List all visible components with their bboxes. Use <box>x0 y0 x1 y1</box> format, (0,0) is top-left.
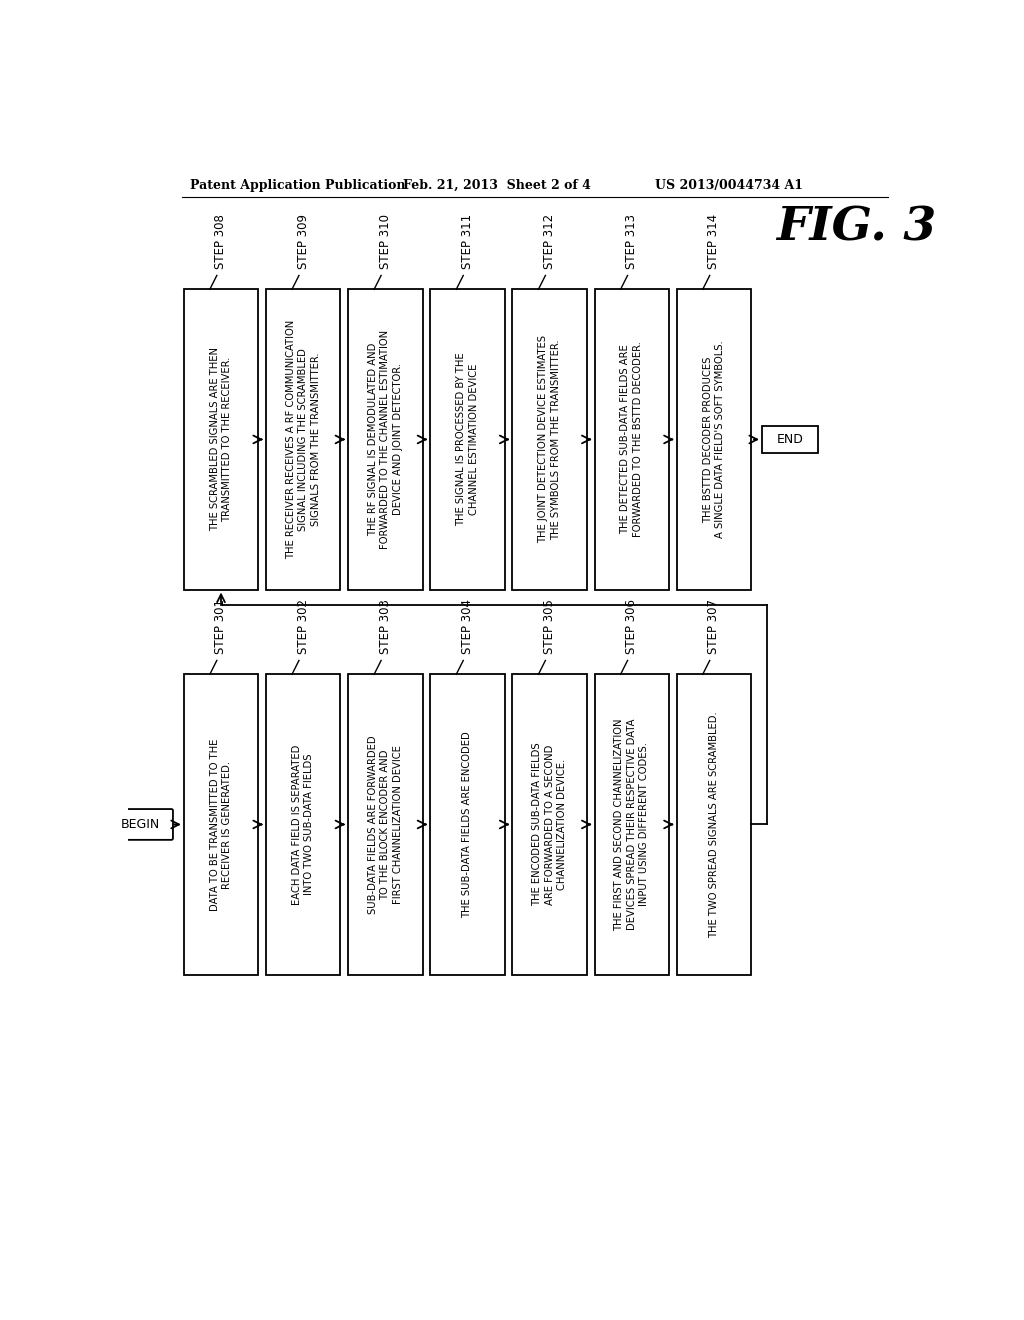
FancyBboxPatch shape <box>108 809 173 840</box>
Text: STEP 311: STEP 311 <box>461 214 474 269</box>
Bar <box>183 289 258 590</box>
Bar <box>348 675 423 974</box>
Text: FIG. 3: FIG. 3 <box>776 205 937 251</box>
Text: THE SIGNAL IS PROCESSED BY THE
CHANNEL ESTIMATION DEVICE: THE SIGNAL IS PROCESSED BY THE CHANNEL E… <box>457 352 478 527</box>
Text: Feb. 21, 2013  Sheet 2 of 4: Feb. 21, 2013 Sheet 2 of 4 <box>403 178 591 191</box>
Text: STEP 301: STEP 301 <box>214 599 227 655</box>
Text: THE RF SIGNAL IS DEMODULATED AND
FORWARDED TO THE CHANNEL ESTIMATION
DEVICE AND : THE RF SIGNAL IS DEMODULATED AND FORWARD… <box>368 330 402 549</box>
Text: STEP 306: STEP 306 <box>626 599 638 655</box>
Text: THE FIRST AND SECOND CHANNELIZATION
DEVICES SPREAD THEIR RESPECTIVE DATA
INPUT U: THE FIRST AND SECOND CHANNELIZATION DEVI… <box>614 718 649 931</box>
Bar <box>762 425 818 453</box>
Bar <box>430 675 505 974</box>
Text: EACH DATA FIELD IS SEPARATED
INTO TWO SUB-DATA FIELDS: EACH DATA FIELD IS SEPARATED INTO TWO SU… <box>292 744 314 904</box>
Text: STEP 308: STEP 308 <box>214 214 227 269</box>
Text: STEP 307: STEP 307 <box>708 599 721 655</box>
Bar <box>266 675 340 974</box>
Bar <box>512 675 587 974</box>
Text: STEP 312: STEP 312 <box>543 214 556 269</box>
Text: STEP 310: STEP 310 <box>379 214 392 269</box>
Text: THE TWO SPREAD SIGNALS ARE SCRAMBLED.: THE TWO SPREAD SIGNALS ARE SCRAMBLED. <box>709 711 719 937</box>
Text: STEP 314: STEP 314 <box>708 214 721 269</box>
Bar <box>677 289 751 590</box>
Text: STEP 304: STEP 304 <box>461 599 474 655</box>
Bar <box>595 289 669 590</box>
Text: STEP 302: STEP 302 <box>297 599 309 655</box>
Text: BEGIN: BEGIN <box>121 818 160 832</box>
Text: DATA TO BE TRANSMITTED TO THE
RECEIVER IS GENERATED.: DATA TO BE TRANSMITTED TO THE RECEIVER I… <box>210 738 232 911</box>
Text: THE DETECTED SUB-DATA FIELDS ARE
FORWARDED TO THE BSTTD DECODER.: THE DETECTED SUB-DATA FIELDS ARE FORWARD… <box>621 342 643 537</box>
Text: SUB-DATA FIELDS ARE FORWARDED
TO THE BLOCK ENCODER AND
FIRST CHANNELIZATION DEVI: SUB-DATA FIELDS ARE FORWARDED TO THE BLO… <box>368 735 402 913</box>
Bar <box>677 675 751 974</box>
Bar <box>266 289 340 590</box>
Bar <box>348 289 423 590</box>
Text: STEP 305: STEP 305 <box>543 599 556 655</box>
Text: Patent Application Publication: Patent Application Publication <box>190 178 406 191</box>
Text: THE JOINT DETECTION DEVICE ESTIMATES
THE SYMBOLS FROM THE TRANSMITTER.: THE JOINT DETECTION DEVICE ESTIMATES THE… <box>539 335 561 544</box>
Text: THE ENCODED SUB-DATA FIELDS
ARE FORWARDED TO A SECOND
CHANNELIZATION DEVICE.: THE ENCODED SUB-DATA FIELDS ARE FORWARDE… <box>532 743 567 907</box>
Bar <box>183 675 258 974</box>
Text: THE SCRAMBLED SIGNALS ARE THEN
TRANSMITTED TO THE RECEIVER.: THE SCRAMBLED SIGNALS ARE THEN TRANSMITT… <box>210 347 232 532</box>
Bar <box>430 289 505 590</box>
Text: STEP 303: STEP 303 <box>379 599 392 655</box>
Text: THE SUB-DATA FIELDS ARE ENCODED: THE SUB-DATA FIELDS ARE ENCODED <box>463 731 472 917</box>
Text: THE RECEIVER RECEIVES A RF COMMUNICATION
SIGNAL INCLUDING THE SCRAMBLED
SIGNALS : THE RECEIVER RECEIVES A RF COMMUNICATION… <box>286 319 321 560</box>
Bar <box>595 675 669 974</box>
Text: END: END <box>776 433 803 446</box>
Bar <box>512 289 587 590</box>
Text: STEP 313: STEP 313 <box>626 214 638 269</box>
Text: US 2013/0044734 A1: US 2013/0044734 A1 <box>655 178 803 191</box>
Text: STEP 309: STEP 309 <box>297 214 309 269</box>
Text: THE BSTTD DECODER PRODUCES
A SINGLE DATA FIELD'S SOFT SYMBOLS.: THE BSTTD DECODER PRODUCES A SINGLE DATA… <box>702 341 725 539</box>
